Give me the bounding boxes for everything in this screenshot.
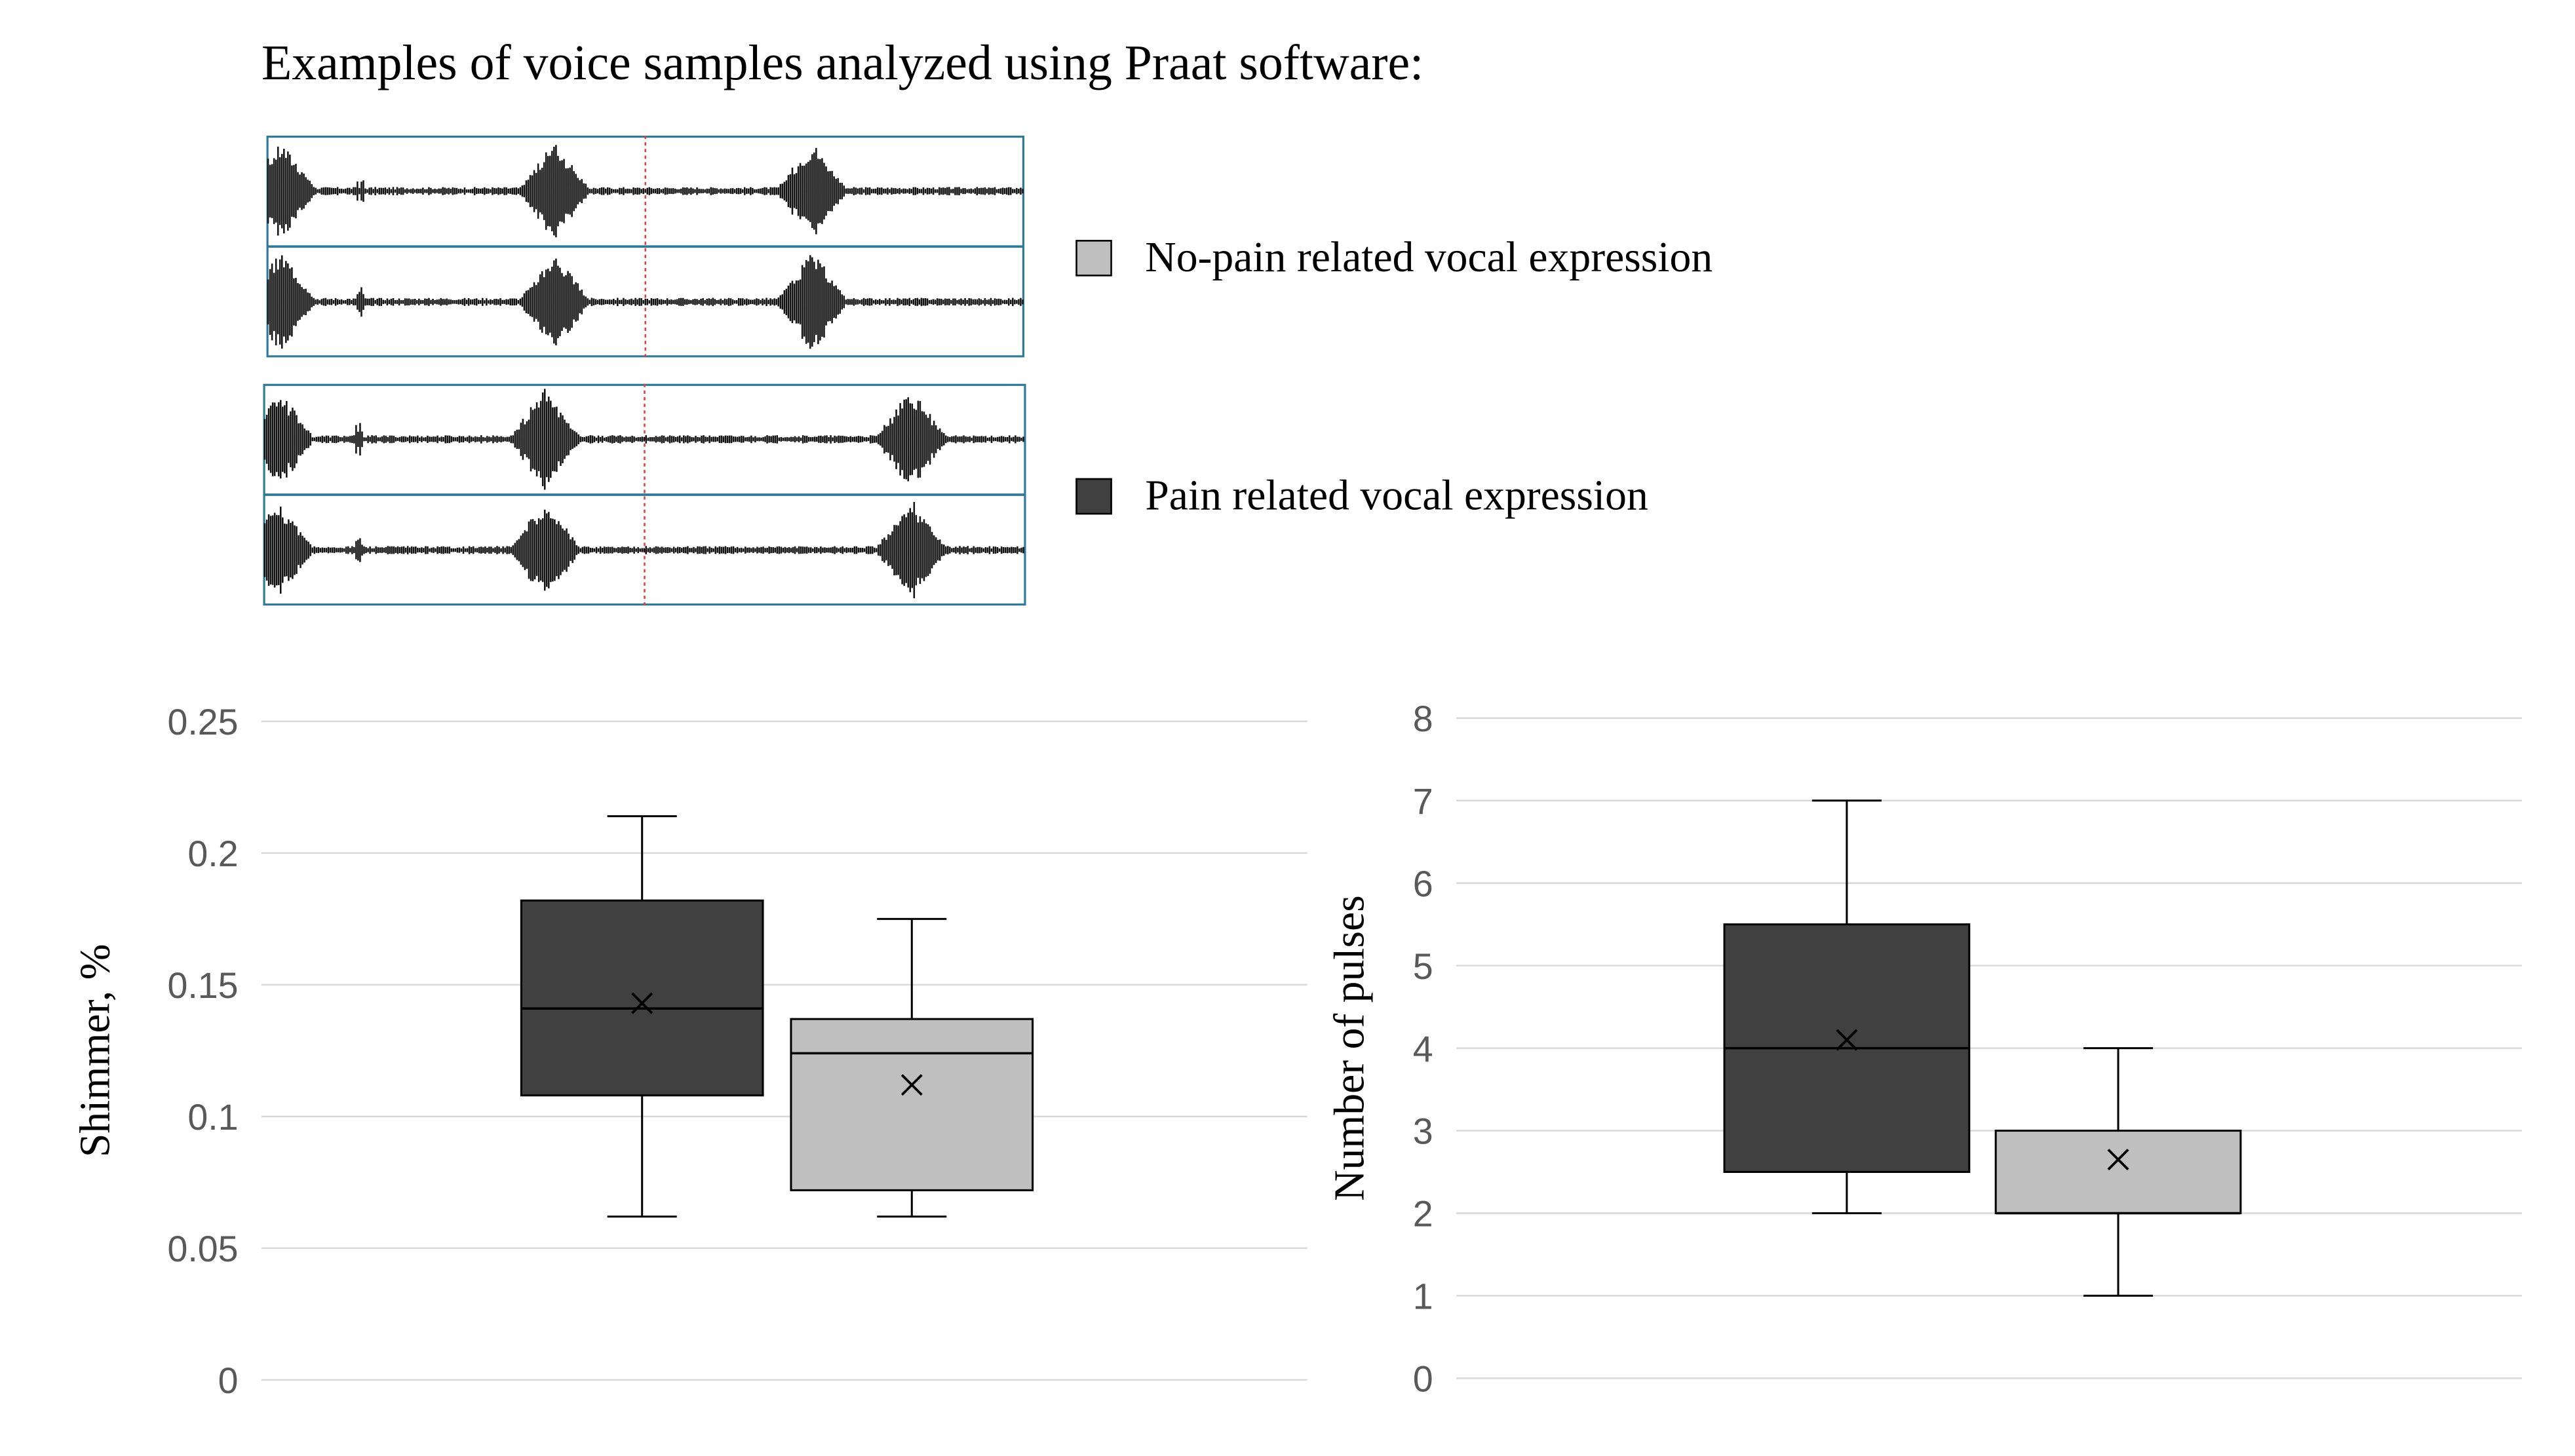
y-tick-label: 2: [1413, 1194, 1433, 1235]
y-tick-label: 0.15: [167, 965, 238, 1006]
y-tick-label: 0.25: [167, 702, 238, 742]
waveform-trace-channel-1: [263, 389, 1024, 490]
y-tick-label: 6: [1413, 864, 1433, 904]
figure-title: Examples of voice samples analyzed using…: [261, 36, 1424, 91]
legend-item-no-pain: No-pain related vocal expression: [1075, 233, 1713, 283]
y-tick-label: 4: [1413, 1029, 1433, 1069]
y-tick-label: 0: [1413, 1359, 1433, 1400]
legend-label-no-pain: No-pain related vocal expression: [1145, 233, 1713, 282]
waveform-pain: [263, 383, 1026, 606]
mean-marker: [1836, 1029, 1858, 1051]
y-tick-label: 0.1: [187, 1097, 238, 1138]
mean-marker: [2107, 1149, 2129, 1171]
y-tick-label: 0.2: [187, 833, 238, 874]
y-tick-label: 5: [1413, 946, 1433, 987]
y-axis-label: Number of pulses: [1326, 895, 1374, 1201]
waveform-trace-channel-1: [267, 145, 1024, 238]
mean-marker: [900, 1074, 923, 1096]
y-tick-label: 0: [218, 1360, 239, 1401]
y-tick-label: 1: [1413, 1276, 1433, 1317]
legend-item-pain: Pain related vocal expression: [1075, 472, 1648, 522]
box: [520, 899, 764, 1097]
legend-swatch-pain: [1075, 478, 1112, 515]
box: [1994, 1130, 2242, 1214]
shimmer-boxplot: 0 0.05 0.1 0.15 0.2 0.25 Shimmer, %: [71, 702, 1307, 1401]
y-tick-label: 7: [1413, 781, 1433, 822]
y-axis-label: Shimmer, %: [71, 944, 119, 1158]
legend-label-pain: Pain related vocal expression: [1145, 471, 1648, 520]
y-tick-label: 8: [1413, 699, 1433, 739]
box: [790, 1018, 1034, 1191]
y-tick-label: 0.05: [167, 1229, 238, 1269]
legend-swatch-no-pain: [1075, 240, 1112, 277]
waveform-trace-channel-2: [267, 255, 1024, 349]
y-tick-label: 3: [1413, 1111, 1433, 1152]
pulses-boxplot: 0 1 2 3 4 5 6 7 8 Number of pulses: [1326, 699, 2523, 1400]
waveform-trace-channel-2: [263, 502, 1024, 599]
waveform-no-pain: [266, 136, 1024, 358]
mean-marker: [631, 992, 653, 1014]
